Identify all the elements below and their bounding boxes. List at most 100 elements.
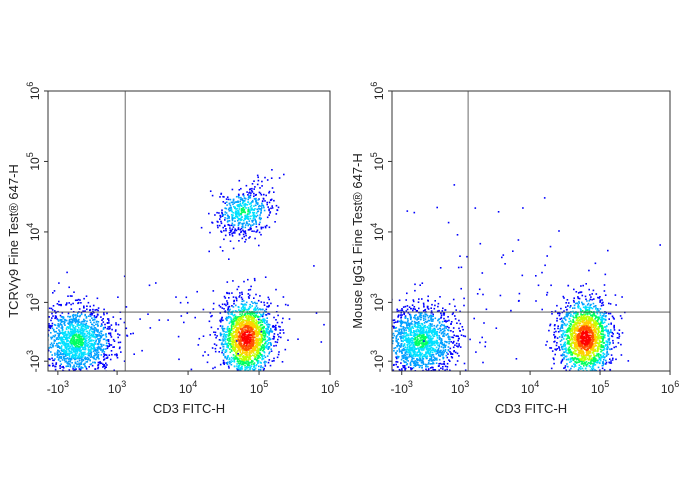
event-point [238,204,241,206]
event-point [259,349,261,351]
event-point [395,356,397,358]
event-point [78,359,81,362]
event-point [68,355,71,357]
event-point [434,349,436,352]
event-point [75,372,77,374]
event-point [130,333,132,335]
event-point [63,355,66,358]
event-point [410,323,412,325]
event-point [398,333,401,335]
event-point [261,346,264,348]
event-point [226,363,229,366]
event-point [259,361,262,364]
event-point [426,331,429,333]
event-point [256,210,259,213]
event-point [272,335,275,338]
event-point [411,354,413,357]
event-point [73,337,75,340]
event-point [436,340,438,343]
event-point [430,346,433,349]
event-point [239,369,242,371]
event-point [397,342,400,345]
event-point [441,320,444,323]
event-point [260,319,262,322]
event-point [240,209,243,211]
event-point [196,290,198,293]
event-point [41,339,43,341]
event-point [255,353,258,356]
event-point [268,192,270,194]
event-point [61,316,63,318]
event-point [395,326,398,329]
event-point [71,344,73,346]
event-point [90,334,92,337]
event-point [79,299,81,301]
event-point [410,349,412,352]
event-point [221,343,223,346]
event-point [85,315,88,318]
event-point [386,346,388,348]
event-point [408,349,411,351]
event-point [241,347,244,350]
event-point [445,327,447,330]
event-point [249,236,251,238]
event-point [267,346,270,348]
event-point [228,358,230,361]
event-point [243,210,245,212]
event-point [79,368,82,371]
event-point [407,319,409,322]
event-point [103,308,105,311]
event-point [223,330,225,333]
event-point [209,231,211,234]
event-point [74,314,76,317]
event-point [265,323,268,326]
event-point [443,317,445,320]
event-point [210,315,212,318]
event-point [25,344,27,346]
event-point [87,352,89,354]
event-point [58,282,60,284]
event-point [239,350,242,352]
event-point [256,214,259,217]
event-point [266,327,269,330]
event-point [110,336,113,338]
event-point [243,348,246,351]
event-point [438,351,440,353]
event-point [236,204,238,207]
event-point [281,361,284,363]
event-point [235,319,238,321]
event-point [248,192,250,194]
event-point [261,358,263,361]
event-point [265,361,267,363]
event-point [239,326,242,329]
event-point [242,371,244,373]
event-point [225,350,228,353]
event-point [231,333,233,335]
event-point [412,353,415,356]
event-point [90,346,92,349]
event-point [227,342,230,344]
event-point [249,355,251,357]
event-point [260,372,262,374]
event-point [385,324,387,326]
event-point [440,346,443,348]
event-point [438,335,441,337]
event-point [65,319,68,322]
event-point [66,302,68,304]
event-point [84,326,87,328]
event-point [257,318,260,321]
event-point [234,201,237,203]
event-point [279,332,281,334]
event-point [268,331,270,333]
event-point [33,324,35,326]
event-point [418,330,421,333]
event-point [268,346,271,348]
event-point [439,342,442,345]
event-point [260,194,263,196]
event-point [65,365,68,368]
event-point [238,362,241,365]
event-point [447,381,449,383]
event-point [53,335,56,338]
event-point [385,349,387,351]
event-point [54,334,57,336]
